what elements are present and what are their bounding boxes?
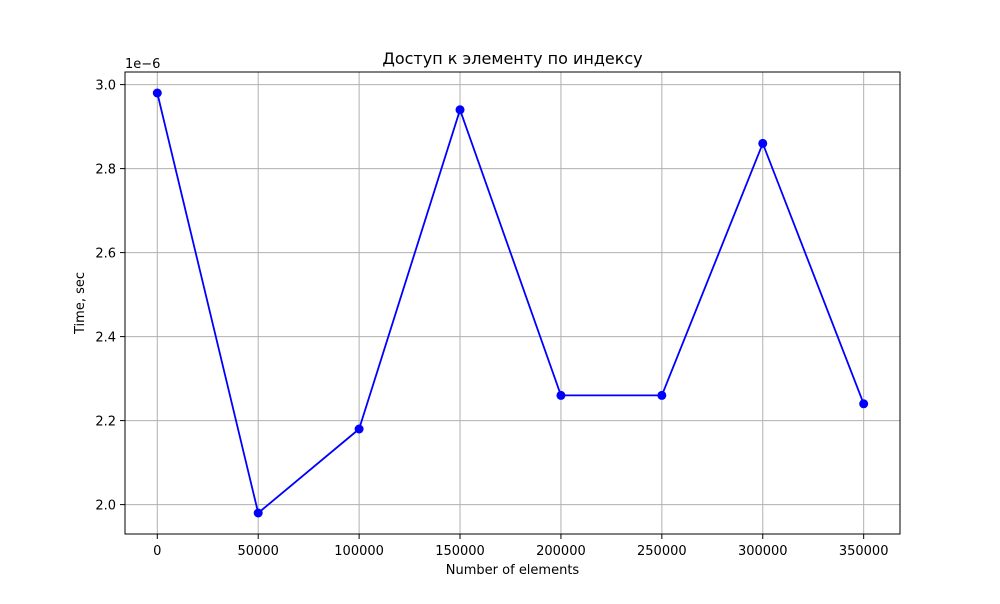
y-tick-label: 2.4 [95, 331, 116, 346]
y-tick-label: 2.6 [95, 247, 116, 262]
x-tick-label: 250000 [637, 544, 687, 559]
data-point [859, 399, 869, 409]
series-layer [152, 88, 869, 518]
data-point [758, 138, 768, 148]
y-axis-offset-label: 1e−6 [125, 57, 160, 72]
data-point [657, 390, 667, 400]
y-tick-label: 2.0 [95, 499, 116, 514]
x-tick-label: 50000 [238, 544, 279, 559]
plot-area-frame [124, 71, 901, 535]
x-tick-label: 100000 [334, 544, 384, 559]
series-line [156, 92, 865, 514]
data-point [556, 390, 566, 400]
x-tick-label: 0 [153, 544, 161, 559]
data-point [455, 105, 465, 115]
x-tick-label: 150000 [435, 544, 485, 559]
data-point [354, 424, 364, 434]
data-point [152, 88, 162, 98]
chart-title: Доступ к элементу по индексу [382, 49, 642, 68]
x-axis: 0 50000 100000 150000 200000 250000 300000 3500… [153, 534, 888, 559]
x-axis-label: Number of elements [446, 563, 580, 578]
x-tick-label: 300000 [738, 544, 788, 559]
x-tick-label: 200000 [536, 544, 586, 559]
y-axis: 2.0 2.2 2.4 2.6 2.8 3.0 [95, 79, 125, 514]
y-tick-label: 3.0 [95, 79, 116, 94]
data-point [253, 508, 263, 518]
y-tick-label: 2.2 [95, 415, 116, 430]
y-tick-label: 2.8 [95, 163, 116, 178]
x-tick-label: 350000 [839, 544, 889, 559]
y-axis-label: Time, sec [73, 272, 88, 335]
grid-lines [125, 72, 900, 534]
